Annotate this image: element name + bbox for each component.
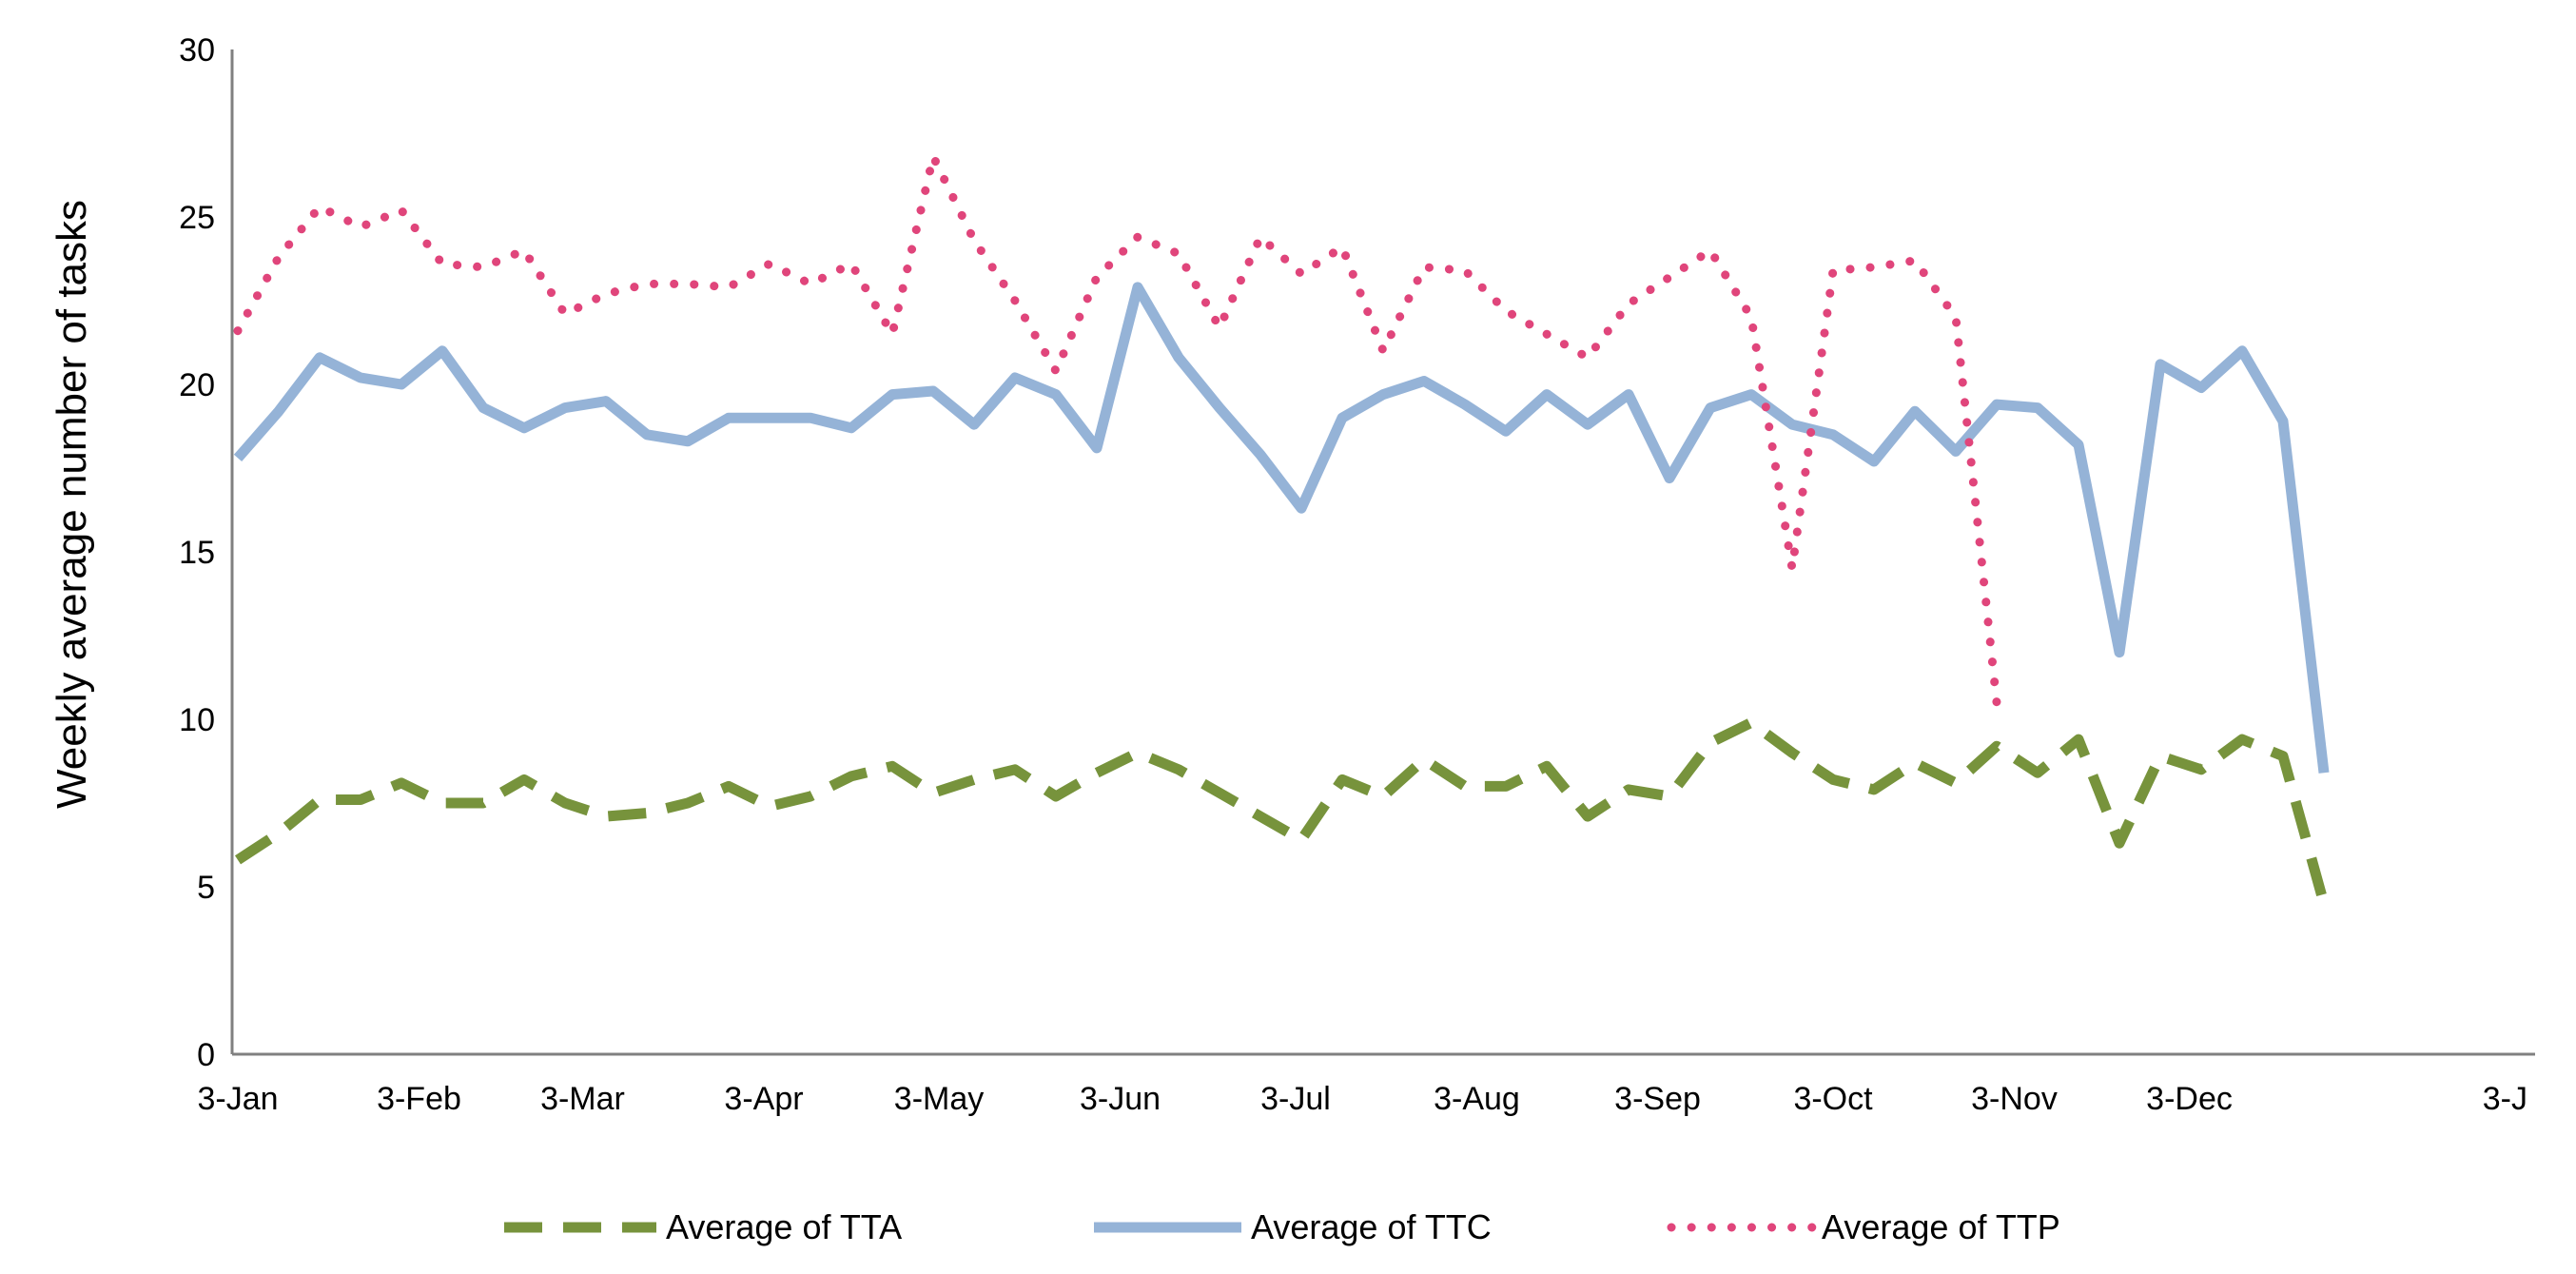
- data-point: [440, 801, 444, 805]
- y-tick-label: 25: [179, 200, 215, 236]
- x-tick-label: 3-May: [894, 1081, 984, 1117]
- x-tick-label: 3-Jun: [1080, 1081, 1161, 1117]
- y-tick-label: 5: [197, 870, 215, 906]
- x-tick-label: 3-Sep: [1614, 1081, 1701, 1117]
- x-tick-label: 3-Nov: [1971, 1081, 2058, 1117]
- data-point: [1422, 757, 1426, 761]
- x-tick-label: 3-Mar: [540, 1081, 625, 1117]
- data-point: [318, 205, 322, 208]
- data-point: [1504, 309, 1508, 313]
- x-tick-label: 3-Jul: [1260, 1081, 1331, 1117]
- data-point: [686, 282, 690, 285]
- y-tick-label: 20: [179, 367, 215, 403]
- data-point: [809, 282, 812, 285]
- series-line-average-of-ttp: [233, 152, 2001, 707]
- x-tick-label: 3-Dec: [2146, 1081, 2233, 1117]
- x-tick-label: 3-Feb: [377, 1081, 461, 1117]
- data-point: [1749, 316, 1753, 320]
- x-tick-label: 3-Oct: [1793, 1081, 1873, 1117]
- legend-label: Average of TTP: [1822, 1207, 2060, 1246]
- legend-label: Average of TTA: [666, 1207, 902, 1246]
- y-tick-labels: 0 5 10 15 20 25 30: [179, 32, 215, 1073]
- data-point: [645, 282, 649, 285]
- data-point: [2322, 902, 2326, 906]
- data-point: [1954, 781, 1958, 785]
- legend: Average of TTA Average of TTC Average of T…: [504, 1207, 2060, 1246]
- data-point: [1136, 751, 1140, 755]
- data-point: [359, 225, 362, 229]
- y-tick-label: 0: [197, 1037, 215, 1073]
- data-point: [522, 248, 526, 252]
- data-point: [2158, 755, 2162, 758]
- data-point: [1913, 761, 1917, 765]
- data-point: [1708, 248, 1712, 252]
- y-tick-label: 15: [179, 535, 215, 571]
- y-tick-label: 30: [179, 32, 215, 69]
- x-tick-labels: 3-Jan 3-Feb 3-Mar 3-Apr 3-May 3-Jun 3-Jul 3-Aug…: [197, 1081, 2527, 1117]
- data-point: [481, 265, 485, 269]
- data-point: [1259, 235, 1262, 239]
- data-point: [604, 814, 608, 818]
- y-axis-title: Weekly average number of tasks: [49, 200, 95, 809]
- data-point: [931, 791, 935, 794]
- data-point: [277, 832, 281, 835]
- series-lines: [233, 152, 2330, 906]
- x-tick-label: 3-Aug: [1434, 1081, 1520, 1117]
- data-point: [1708, 741, 1712, 745]
- data-point: [1299, 838, 1303, 842]
- data-point: [890, 332, 894, 336]
- legend-label: Average of TTC: [1251, 1207, 1492, 1246]
- data-point: [604, 292, 608, 296]
- series-line-average-of-tta: [234, 717, 2330, 906]
- data-point: [1381, 794, 1385, 798]
- y-tick-label: 10: [179, 702, 215, 738]
- data-point: [1668, 794, 1671, 798]
- data-point: [768, 805, 771, 809]
- series-line-average-of-ttc: [233, 282, 2330, 774]
- data-point: [1749, 721, 1753, 725]
- data-point: [1340, 245, 1344, 249]
- data-point: [318, 798, 322, 802]
- data-point: [849, 262, 853, 265]
- x-tick-label: 3-Apr: [724, 1081, 803, 1117]
- data-point: [1586, 356, 1590, 360]
- x-tick-label: 3-J: [2483, 1081, 2527, 1117]
- data-point: [1218, 325, 1221, 329]
- data-point: [972, 239, 976, 243]
- x-tick-label: 3-Jan: [197, 1081, 278, 1117]
